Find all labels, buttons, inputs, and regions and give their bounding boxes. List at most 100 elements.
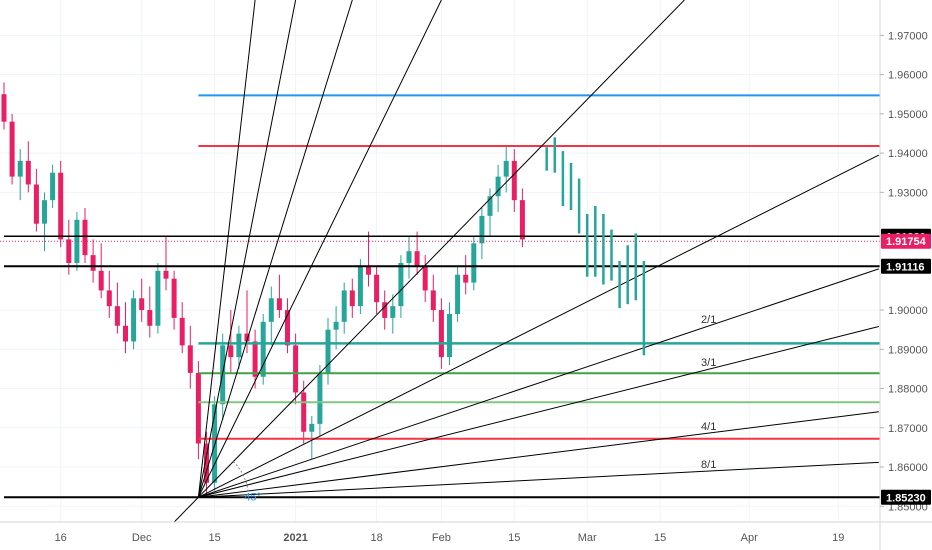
candle-body-2 — [17, 160, 23, 177]
candle-body-28 — [228, 345, 234, 358]
candle-body-25 — [204, 443, 209, 483]
candle-body-12 — [98, 270, 104, 291]
gann-ray-8 — [198, 411, 879, 498]
time-tick-label-2: 15 — [208, 532, 220, 544]
time-tick-label-0: 16 — [55, 532, 67, 544]
candle-body-32 — [260, 321, 266, 377]
candle-body-54 — [438, 310, 444, 358]
candle-body-37 — [301, 392, 307, 432]
horizontal-levels — [4, 94, 880, 499]
gann-ray-4 — [198, 0, 685, 498]
candle-body-13 — [106, 290, 112, 307]
candle-body-59 — [479, 215, 485, 244]
candle-body-42 — [341, 290, 347, 322]
candle-body-52 — [422, 266, 428, 291]
gann-fan — [173, 0, 880, 522]
candle-body-44 — [357, 266, 363, 307]
price-tick-label-6: 1.89000 — [888, 344, 928, 356]
candle-body-17 — [139, 298, 145, 311]
candle-body-18 — [147, 310, 153, 326]
candle-body-6 — [50, 172, 56, 201]
time-tick-label-10: 19 — [832, 532, 844, 544]
time-tick-label-1: Dec — [132, 532, 152, 544]
price-tick-label-4: 1.93000 — [888, 187, 928, 199]
gann-ray-1 — [197, 0, 297, 498]
price-badge-1 — [881, 233, 931, 249]
time-tick-label-4: 18 — [370, 532, 382, 544]
plot-area — [0, 0, 880, 522]
price-tick-label-8: 1.87000 — [888, 423, 928, 435]
candle-body-34 — [276, 298, 282, 311]
price-badge-3 — [881, 489, 931, 505]
candle-body-39 — [317, 372, 323, 424]
candle-body-41 — [333, 321, 339, 330]
time-tick-label-8: 15 — [654, 532, 666, 544]
gann-ray-label-7: 3/1 — [701, 357, 716, 369]
candle-body-64 — [519, 200, 525, 240]
candle-body-51 — [414, 251, 420, 267]
price-badge-label-2: 1.91116 — [886, 261, 925, 273]
price-tick-label-2: 1.95000 — [888, 109, 928, 121]
candle-body-47 — [382, 302, 388, 318]
candle-body-43 — [349, 290, 355, 307]
price-tick-label-5: 1.90000 — [888, 305, 928, 317]
candle-body-8 — [66, 239, 72, 263]
gann-ray-label-9: 8/1 — [701, 459, 716, 471]
price-tick-label-7: 1.88000 — [888, 384, 928, 396]
gann-ray-6 — [198, 268, 879, 498]
candle-body-49 — [398, 262, 404, 307]
price-axis[interactable]: 1.97000 1.96000 1.95000 1.94000 1.93000 1.900… — [880, 30, 928, 513]
candle-body-38 — [309, 423, 315, 432]
candle-body-57 — [463, 274, 469, 283]
gann-ray-label-8: 4/1 — [701, 421, 716, 433]
projection-bars — [545, 137, 646, 356]
candle-body-9 — [74, 219, 80, 263]
price-tick-label-3: 1.94000 — [888, 148, 928, 160]
candle-body-10 — [82, 219, 88, 256]
candle-body-21 — [171, 278, 177, 318]
candle-body-31 — [252, 341, 258, 377]
gann-ray-9 — [198, 461, 879, 498]
candle-body-53 — [430, 290, 436, 311]
candle-body-45 — [366, 266, 371, 275]
gann-ray-2 — [197, 0, 353, 498]
candle-body-46 — [374, 274, 380, 303]
candle-body-60 — [487, 196, 493, 216]
candle-body-14 — [114, 306, 120, 326]
gann-angle-label: 45° — [244, 491, 261, 503]
candle-body-0 — [1, 94, 7, 122]
time-tick-label-6: 15 — [508, 532, 520, 544]
gann-fan-labels: 2/1 3/1 4/1 8/1 45° — [244, 314, 716, 503]
time-tick-label-5: Feb — [432, 532, 451, 544]
price-tick-label-1: 1.96000 — [888, 70, 928, 82]
time-tick-label-7: Mar — [578, 532, 597, 544]
price-tick-label-9: 1.86000 — [888, 462, 928, 474]
candle-body-15 — [123, 325, 128, 342]
time-axis[interactable]: 16 Dec 15 2021 18 Feb 15 Mar 15 Apr 19 — [55, 532, 845, 544]
price-badge-label-1: 1.91754 — [886, 236, 927, 248]
price-badge-label-3: 1.85230 — [886, 492, 926, 504]
candle-body-61 — [495, 176, 501, 197]
gann-ray-7 — [198, 326, 879, 498]
candle-body-62 — [503, 160, 509, 177]
candle-body-40 — [325, 329, 331, 373]
candle-body-11 — [90, 255, 96, 271]
candle-body-50 — [406, 251, 412, 263]
candle-body-48 — [390, 306, 396, 318]
gann-ray-3 — [197, 0, 442, 498]
gann-angle-arc — [232, 461, 249, 498]
candle-body-20 — [163, 270, 169, 279]
price-badge-2 — [881, 258, 931, 274]
candle-body-22 — [179, 317, 185, 346]
gann-ray-0 — [197, 0, 256, 498]
candle-body-7 — [58, 172, 64, 240]
candle-body-35 — [285, 310, 290, 346]
gann-ray-extension — [173, 496, 199, 522]
candle-body-19 — [155, 270, 161, 326]
candle-body-36 — [293, 345, 299, 393]
candle-body-3 — [25, 160, 31, 185]
candle-body-63 — [511, 160, 517, 201]
